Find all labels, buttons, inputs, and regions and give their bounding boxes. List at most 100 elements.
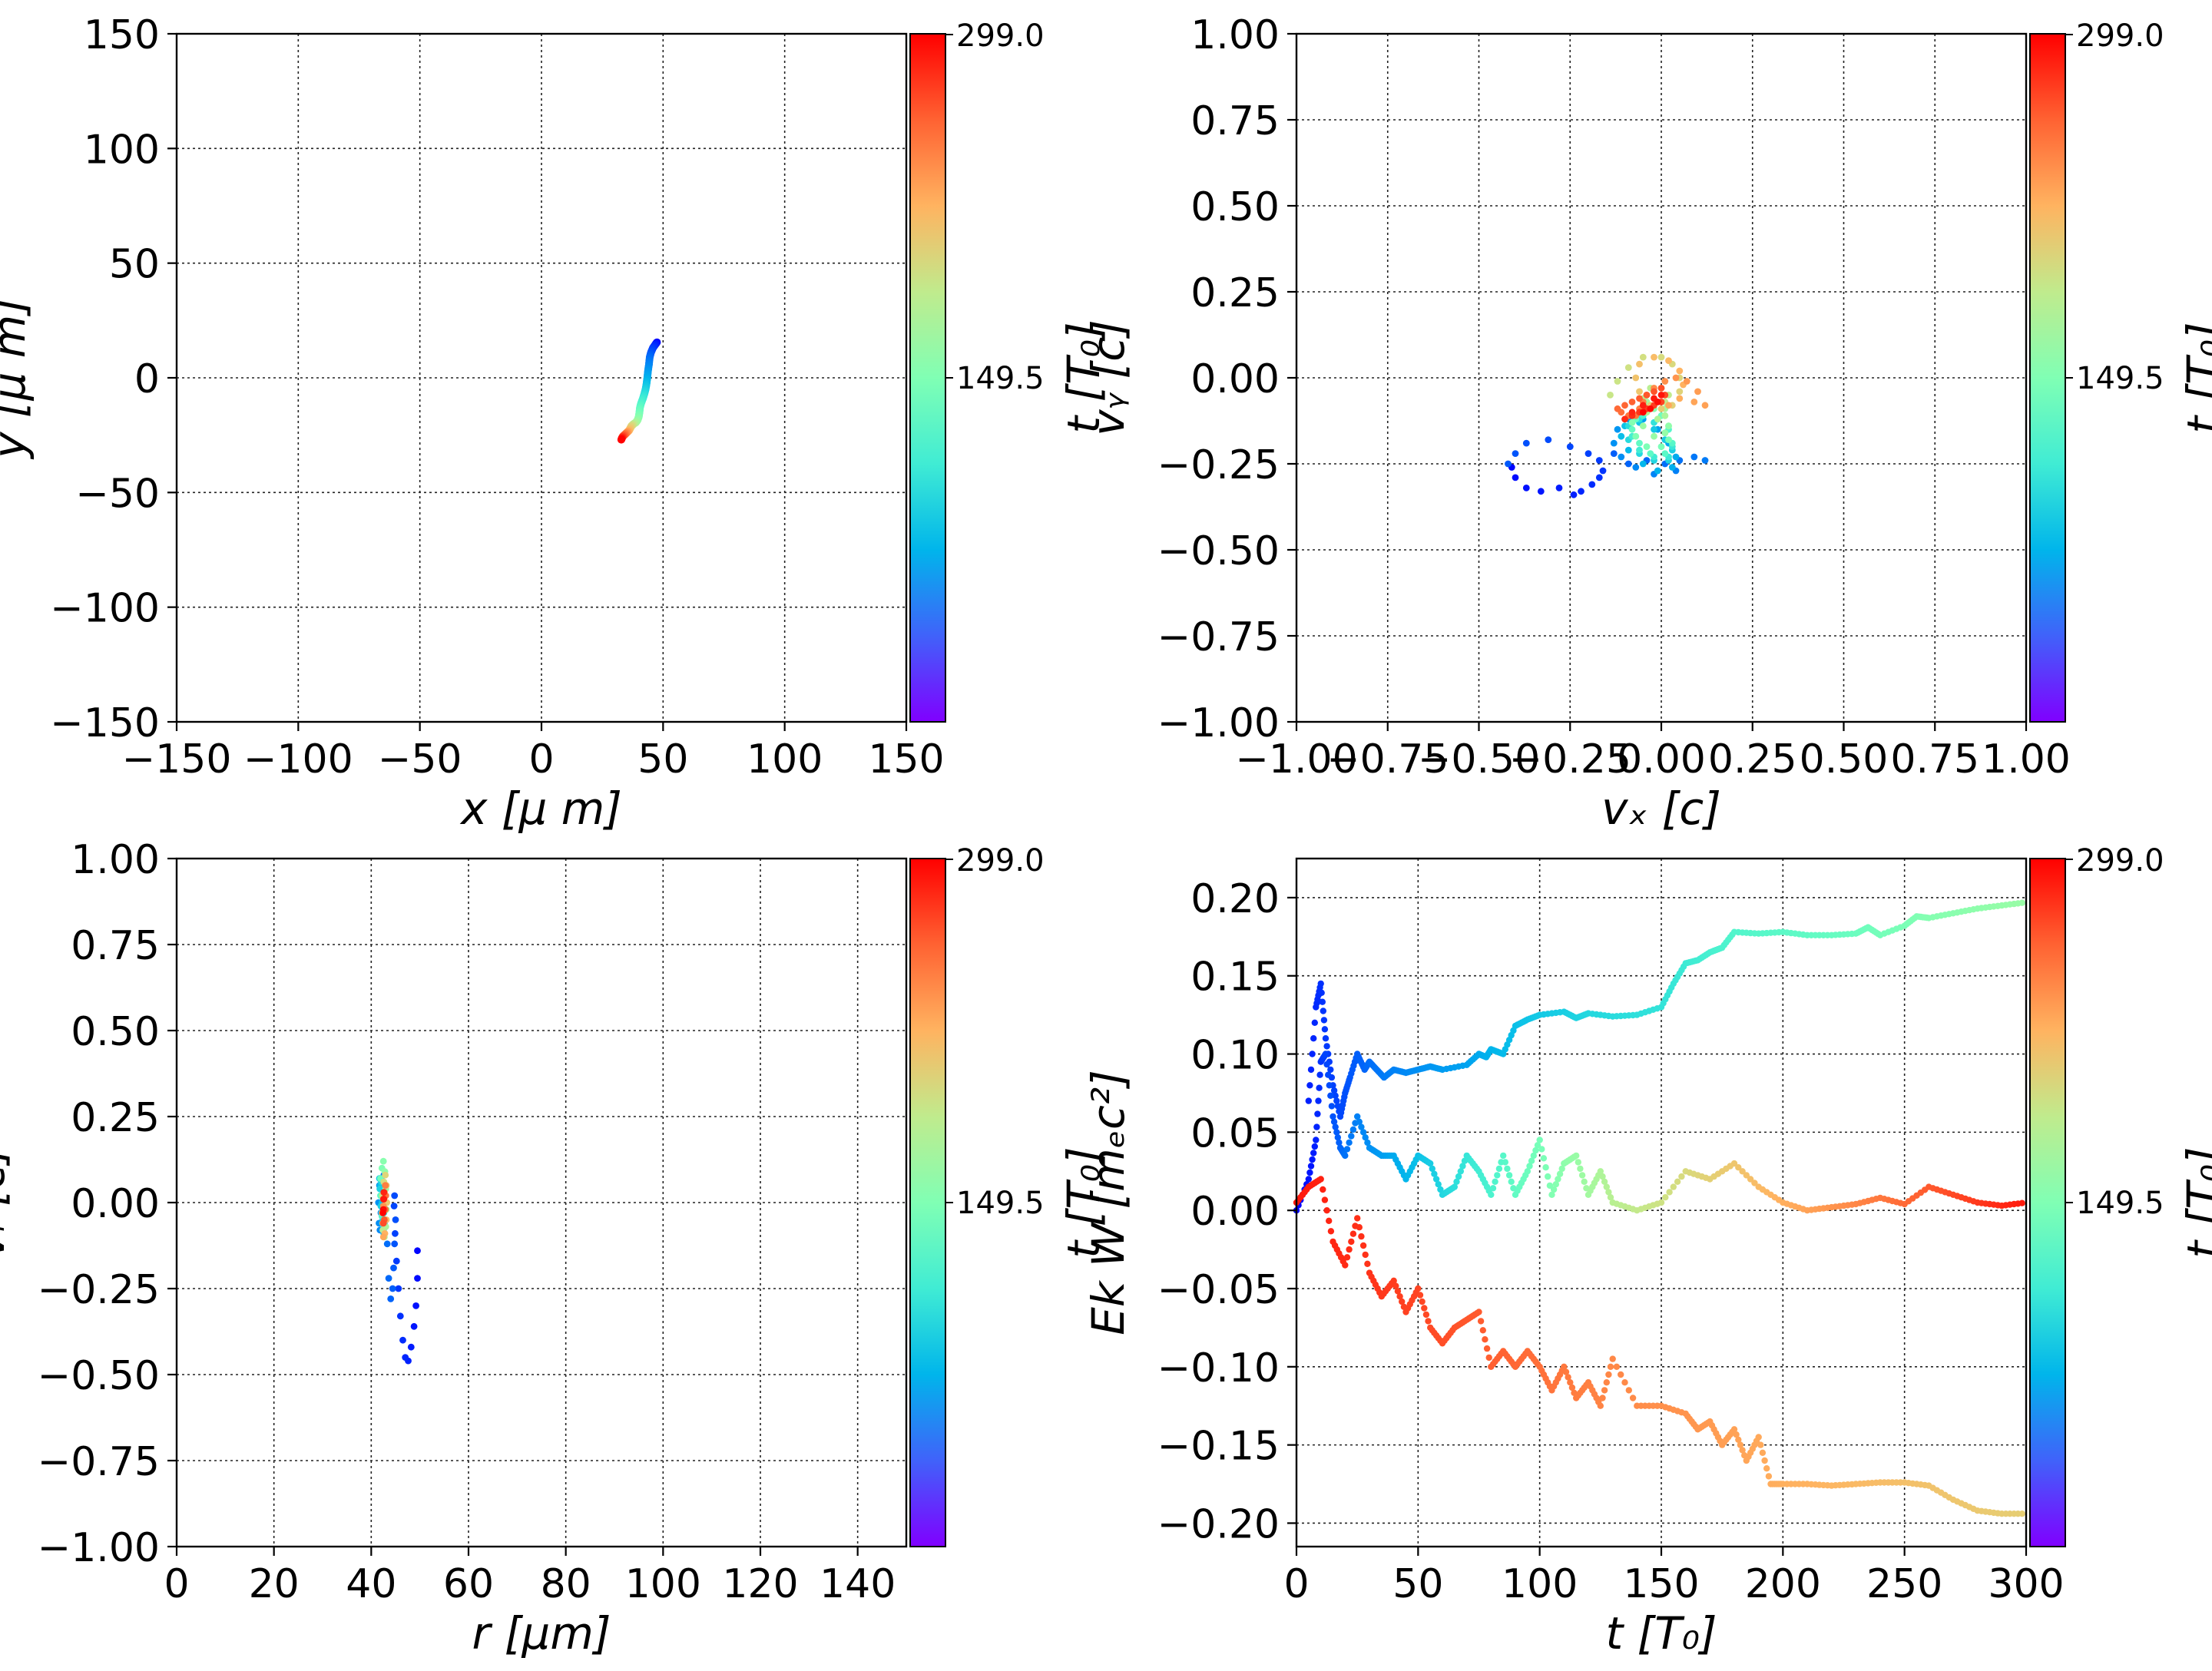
series-point [1488,1191,1495,1199]
series-point [1599,1173,1606,1180]
data-point [1522,485,1530,491]
series-point [1678,1173,1685,1180]
grid [177,34,906,722]
data-point [379,1157,387,1165]
series-point [1364,1139,1371,1147]
series-point [1577,1165,1584,1173]
data-point [1657,353,1665,361]
y-tick-label: 0.50 [71,1009,160,1055]
data-point [1665,422,1672,430]
series-point [1743,1172,1750,1179]
colorbar-tick-label: 149.5 [2076,1186,2164,1221]
data-point [380,1189,388,1196]
colorbar-label: t [T₀] [1058,1147,1110,1258]
series-point [1330,1118,1338,1126]
series-point [1432,1176,1440,1183]
grid [177,859,906,1547]
data-point [1632,432,1640,440]
data-point [1643,443,1651,450]
data-point [1588,481,1596,488]
x-tick-label: 0.50 [1800,736,1889,783]
data-point [379,1219,387,1227]
series-point [1601,1178,1608,1186]
series-point [1425,1318,1432,1325]
series-point [1625,1387,1632,1394]
data-point [383,1240,391,1248]
data-point [1621,415,1628,423]
x-tick-label: 120 [722,1561,798,1607]
y-tick-label: −1.00 [1157,700,1280,746]
colorbar-tick-label: 149.5 [2076,361,2164,396]
series-point [1421,1305,1428,1312]
series-point [1322,1051,1330,1057]
series-point [1437,1186,1444,1193]
data-point [1639,353,1647,361]
data-point [617,435,625,444]
y-tick-label: 0.20 [1190,876,1280,922]
y-tick-label: −0.05 [1157,1267,1280,1313]
x-axis-label: x [μ m] [459,783,622,835]
y-tick-label: 0.15 [1190,955,1280,1001]
series-point [1504,1165,1511,1173]
series-point [1530,1152,1538,1160]
y-axis-label: vᵧ [c] [1082,319,1134,436]
series-point [1502,1159,1509,1166]
data-point [1628,419,1636,426]
y-tick-label: 0.75 [71,923,160,969]
series-point [1358,1123,1365,1130]
series-point [1354,1113,1361,1120]
series-point [1334,1134,1342,1141]
x-tick-label: −150 [122,736,232,783]
series-point [1332,1123,1339,1130]
series-point [1307,1066,1315,1074]
y-tick-label: 100 [84,127,160,173]
data-point [390,1203,398,1209]
data-marks [375,1157,421,1365]
y-tick-label: 0.00 [71,1181,160,1227]
series-point [1747,1176,1754,1183]
series-point [1508,1178,1515,1186]
data-point [1683,378,1690,385]
data-point [1639,460,1647,468]
series-point [1621,1379,1628,1386]
series-point [1392,1282,1399,1289]
data-point [414,1275,421,1282]
series-point [1457,1168,1465,1175]
data-point [385,1275,392,1282]
data-point [1654,399,1661,405]
data-point [1537,488,1545,495]
series-point [1739,1168,1746,1175]
data-point [1690,399,1698,405]
series-point [1451,1183,1459,1190]
x-tick-label: 20 [249,1561,300,1607]
series-point [1318,989,1325,997]
data-point [414,1247,421,1255]
series-point [1607,1194,1614,1201]
series-point [1399,1298,1406,1305]
colorbar-tick-label: 299.0 [956,843,1045,879]
series-point [1733,1431,1740,1438]
series-point [1323,1207,1330,1214]
data-point [1595,474,1603,481]
series-point [1492,1178,1498,1186]
y-tick-label: 0.50 [1190,184,1280,230]
series-point [1763,1465,1770,1472]
series-point [1601,1387,1608,1394]
series-point [1735,1436,1742,1444]
data-point [1643,392,1651,399]
series-point [1737,1441,1744,1448]
x-tick-label: 0.00 [1617,736,1706,783]
series-point [1657,1199,1665,1206]
x-tick-label: 0 [1283,1561,1309,1607]
series-point [1315,1097,1322,1104]
series-point [1597,1168,1604,1175]
y-tick-label: −1.00 [38,1525,160,1571]
colorbar-tick-label: 299.0 [2076,18,2164,54]
y-tick-label: 0.25 [71,1095,160,1141]
series-point [1605,1371,1612,1378]
series-point [1358,1233,1365,1240]
series-point [1545,1173,1551,1180]
series-point [1618,1371,1624,1378]
colorbar-label: t [T₀] [2177,1147,2212,1258]
x-tick-label: 150 [868,736,944,783]
